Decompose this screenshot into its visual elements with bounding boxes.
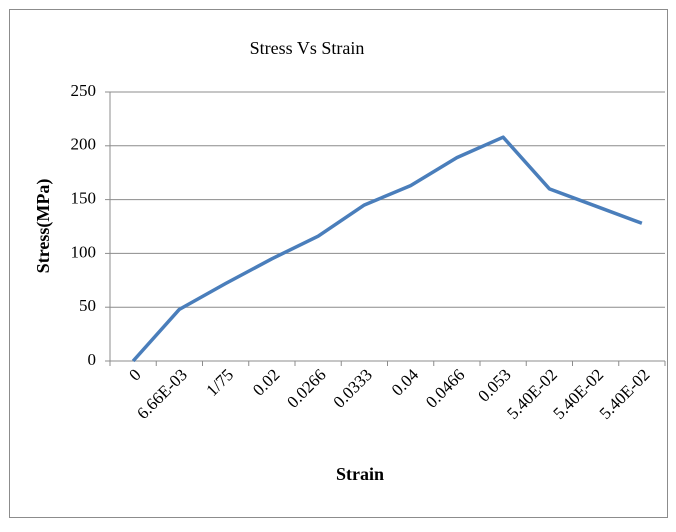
x-axis-label: Strain: [336, 464, 384, 484]
y-tick-label: 250: [71, 81, 97, 100]
data-line: [131, 135, 643, 363]
y-axis-label: Stress(MPa): [33, 179, 54, 274]
y-tick-label: 0: [88, 350, 97, 369]
chart-frame: [9, 9, 668, 518]
y-tick-label: 100: [71, 242, 97, 261]
y-tick-label: 200: [71, 135, 97, 154]
chart-title: Stress Vs Strain: [250, 38, 365, 58]
y-tick-label: 50: [79, 296, 96, 315]
y-tick-label: 150: [71, 189, 97, 208]
